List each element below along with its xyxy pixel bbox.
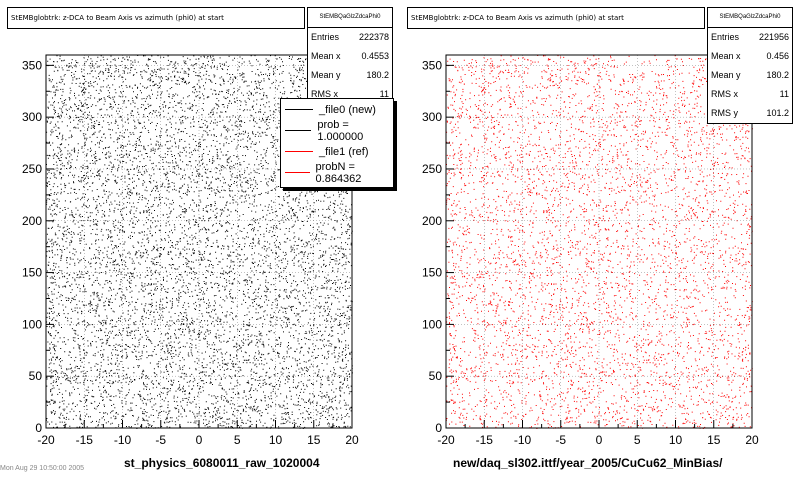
stats-label: RMS x (311, 89, 338, 99)
stats-label: Entries (311, 32, 340, 42)
x-tick-label: -10 (514, 433, 532, 447)
footer-timestamp: Mon Aug 29 10:50:00 2005 (0, 465, 85, 472)
stats-label: Mean y (711, 70, 741, 80)
legend-swatch-file0 (285, 109, 313, 110)
x-tick-label: 15 (707, 433, 721, 447)
right-stats-name: StEMBQaGlzZdcaPhi0 (708, 8, 792, 28)
x-tick-label: 20 (745, 433, 759, 447)
y-tick-label: 350 (22, 58, 42, 72)
legend-swatch-prob (285, 130, 312, 131)
y-tick-label: 150 (22, 266, 42, 280)
y-tick-label: 250 (22, 162, 42, 176)
stats-label: Mean y (311, 70, 341, 80)
x-tick-label: 5 (634, 433, 641, 447)
stats-row: Entries 222378 (308, 28, 392, 47)
y-tick-label: 250 (422, 162, 442, 176)
stats-row: Mean y 180.2 (308, 66, 392, 85)
y-tick-label: 200 (22, 214, 42, 228)
left-x-axis-label: st_physics_6080011_raw_1020004 (124, 456, 320, 470)
x-tick-label: -20 (437, 433, 455, 447)
stats-label: RMS x (711, 89, 738, 99)
stats-row: RMS y 101.2 (708, 104, 792, 123)
y-tick-label: 300 (422, 110, 442, 124)
stats-label: Mean x (711, 51, 741, 61)
legend-item-file1: _file1 (ref) (281, 141, 393, 162)
stats-row: Mean y 180.2 (708, 66, 792, 85)
scatter-points (446, 55, 753, 429)
y-tick-label: 50 (429, 369, 443, 383)
stats-value: 180.2 (366, 70, 389, 80)
legend-item-prob: prob = 1.000000 (281, 118, 393, 143)
right-histogram-panel: -20 -15 -10 -5 0 5 10 15 20 0 50 100 150 200 250 300 350… (400, 0, 800, 480)
stats-row: RMS x 11 (308, 85, 392, 104)
x-tick-label: 5 (234, 433, 241, 447)
right-x-axis-label: new/daq_sl302.ittf/year_2005/CuCu62_MinB… (453, 456, 723, 470)
left-stats-name: StEMBQaGlzZdcaPhi0 (308, 8, 392, 28)
stats-value: 101.2 (766, 108, 789, 118)
x-tick-label: 0 (596, 433, 603, 447)
legend-label-prob: prob = 1.000000 (317, 118, 364, 143)
x-tick-label: -5 (155, 433, 166, 447)
x-tick-label: -15 (76, 433, 94, 447)
stats-row: Entries 221956 (708, 28, 792, 47)
stats-value: 180.2 (766, 70, 789, 80)
legend-label-file0: _file0 (new) (319, 103, 376, 116)
comparison-legend: _file0 (new) prob = 1.000000 _file1 (ref… (280, 98, 394, 188)
y-tick-label: 100 (422, 317, 442, 331)
stats-value: 11 (379, 89, 389, 99)
scatter-points (46, 55, 353, 429)
y-tick-label: 0 (35, 421, 42, 435)
legend-label-file1: _file1 (ref) (319, 145, 369, 158)
x-tick-label: -10 (114, 433, 132, 447)
right-stats-box: StEMBQaGlzZdcaPhi0 Entries 221956 Mean x 0.… (707, 7, 793, 124)
stats-label: Entries (711, 32, 740, 42)
stats-row: RMS x 11 (708, 85, 792, 104)
y-tick-label: 300 (22, 110, 42, 124)
x-tick-label: 10 (269, 433, 283, 447)
stats-value: 221956 (758, 32, 789, 42)
stats-row: Mean x 0.456 (708, 47, 792, 66)
legend-item-probN: probN = 0.864362 (281, 160, 393, 185)
stats-value: 222378 (358, 32, 389, 42)
stats-label: RMS y (711, 108, 738, 118)
stats-value: 0.456 (766, 51, 789, 61)
left-plot-title: StEMBglobtrk: z-DCA to Beam Axis vs azim… (7, 7, 305, 29)
stats-value: 0.4553 (361, 51, 389, 61)
stats-row: Mean x 0.4553 (308, 47, 392, 66)
x-tick-label: 10 (669, 433, 683, 447)
legend-label-probN: probN = 0.864362 (315, 160, 362, 185)
x-tick-label: -15 (476, 433, 494, 447)
y-tick-label: 100 (22, 317, 42, 331)
legend-swatch-file1 (285, 151, 313, 152)
y-tick-label: 50 (29, 369, 43, 383)
y-tick-label: 0 (435, 421, 442, 435)
legend-swatch-probN (285, 172, 310, 173)
y-tick-label: 350 (422, 58, 442, 72)
x-tick-label: 20 (345, 433, 359, 447)
x-tick-label: -5 (555, 433, 566, 447)
stats-value: 11 (779, 89, 789, 99)
x-tick-label: 0 (196, 433, 203, 447)
x-tick-label: -20 (37, 433, 55, 447)
x-tick-label: 15 (307, 433, 321, 447)
legend-item-file0: _file0 (new) (281, 99, 393, 120)
y-tick-label: 150 (422, 266, 442, 280)
y-tick-label: 200 (422, 214, 442, 228)
stats-label: Mean x (311, 51, 341, 61)
left-stats-box: StEMBQaGlzZdcaPhi0 Entries 222378 Mean x 0.… (307, 7, 393, 105)
right-plot-title: StEMBglobtrk: z-DCA to Beam Axis vs azim… (407, 7, 705, 29)
left-histogram-panel: -20 -15 -10 -5 0 5 10 15 20 0 50 100 150 200 250 300 350… (7, 7, 393, 470)
